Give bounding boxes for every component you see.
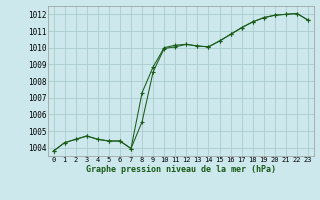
X-axis label: Graphe pression niveau de la mer (hPa): Graphe pression niveau de la mer (hPa) [86, 165, 276, 174]
